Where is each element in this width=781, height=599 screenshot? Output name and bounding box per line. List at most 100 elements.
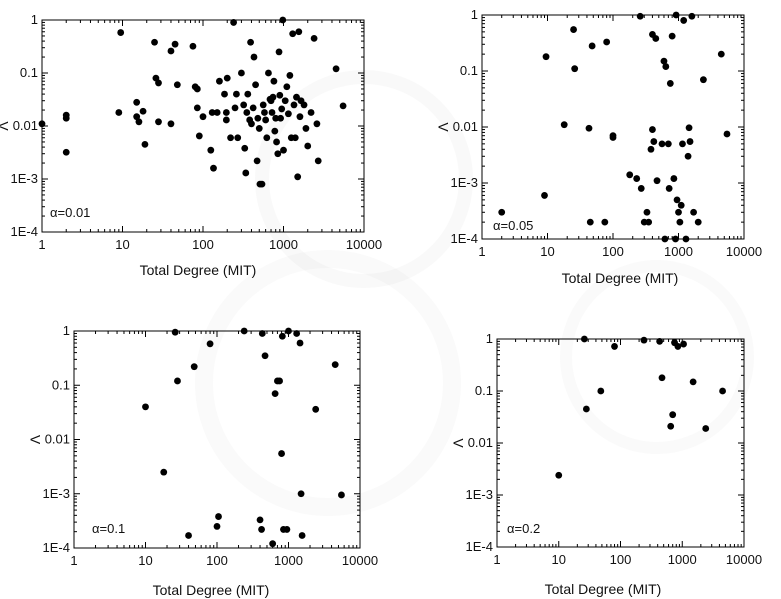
scatter-point — [275, 48, 283, 56]
scatter-point — [289, 30, 297, 38]
x-tick-label: 10 — [138, 553, 152, 568]
y-tick-label: 1E-3 — [43, 486, 70, 501]
scatter-point — [717, 50, 725, 58]
scatter-point — [626, 171, 634, 179]
scatter-point — [221, 90, 228, 98]
x-tick-label: 1000 — [274, 553, 303, 568]
y-tick-label: 1E-3 — [451, 175, 478, 190]
scatter-point — [285, 327, 292, 335]
scatter-point — [295, 28, 303, 36]
scatter-point — [555, 471, 563, 479]
y-tick-label: 1E-4 — [466, 539, 493, 554]
scatter-point — [272, 114, 280, 122]
scatter-point — [133, 98, 141, 106]
scatter-point — [252, 81, 259, 89]
scatter-point — [658, 374, 666, 382]
scatter-point — [667, 422, 675, 430]
scatter-point — [658, 140, 666, 148]
scatter-point — [281, 97, 289, 105]
scatter-point — [702, 425, 710, 432]
scatter-point — [261, 352, 269, 360]
scatter-point — [238, 69, 245, 77]
x-tick-label: 10000 — [726, 552, 762, 567]
scatter-point — [280, 146, 287, 154]
scatter-point — [223, 74, 231, 82]
scatter-point — [680, 340, 687, 348]
scatter-point — [665, 185, 673, 192]
y-tick-label: 0.01 — [45, 432, 70, 447]
plot-frame — [496, 338, 745, 548]
y-tick-label: 1 — [471, 7, 478, 22]
x-tick-label: 1 — [38, 237, 45, 252]
y-tick-label: 1E-4 — [11, 224, 38, 239]
x-axis-label: Total Degree (MIT) — [545, 581, 662, 597]
scatter-point — [230, 19, 238, 26]
scatter-point — [588, 42, 596, 50]
x-tick-label: 100 — [206, 553, 228, 568]
scatter-point — [210, 164, 217, 172]
y-tick-label: 0.01 — [453, 119, 478, 134]
x-axis-label: Total Degree (MIT) — [140, 262, 257, 278]
x-tick-label: 100 — [192, 237, 214, 252]
scatter-point — [339, 102, 347, 110]
scatter-point — [253, 157, 261, 165]
scatter-point — [286, 72, 294, 79]
scatter-point — [167, 120, 175, 128]
scatter-point — [656, 337, 664, 345]
y-tick-label: 0.1 — [52, 377, 70, 392]
scatter-point — [244, 90, 252, 98]
y-axis-label: Λ — [435, 122, 451, 132]
scatter-point — [611, 343, 618, 350]
y-axis-label: Λ — [450, 438, 466, 448]
scatter-point — [258, 526, 265, 533]
scatter-point — [254, 114, 262, 122]
scatter-point — [719, 387, 726, 395]
scatter-point — [248, 120, 255, 128]
scatter-point — [676, 218, 684, 226]
scatter-point — [637, 185, 645, 192]
scatter-point — [38, 120, 46, 128]
scatter-point — [331, 361, 339, 369]
scatter-point — [273, 138, 280, 146]
y-tick-label: 1 — [63, 323, 70, 338]
scatter-point — [258, 180, 266, 188]
scatter-point — [231, 104, 239, 112]
scatter-point — [274, 150, 282, 158]
scatter-point — [603, 38, 611, 46]
scatter-point — [723, 130, 731, 138]
x-tick-label: 10 — [115, 237, 129, 252]
scatter-point — [291, 134, 299, 142]
y-tick-label: 1 — [31, 12, 38, 27]
scatter-point — [171, 328, 179, 336]
scatter-point — [304, 142, 312, 150]
scatter-point — [213, 523, 221, 530]
scatter-point — [171, 40, 179, 48]
scatter-point — [653, 177, 661, 185]
scatter-point — [268, 109, 276, 116]
x-tick-label: 1 — [478, 244, 485, 259]
scatter-point — [314, 157, 322, 165]
scatter-point — [560, 121, 568, 129]
scatter-point — [682, 235, 690, 243]
scatter-point — [585, 124, 593, 132]
alpha-annotation: α=0.01 — [50, 205, 90, 220]
scatter-point — [601, 218, 609, 226]
scatter-point — [300, 101, 308, 109]
scatter-point — [174, 377, 181, 385]
scatter-point — [133, 113, 141, 121]
scatter-point — [258, 330, 266, 337]
y-tick-label: 0.01 — [468, 435, 493, 450]
scatter-point — [541, 192, 548, 199]
y-tick-label: 0.01 — [13, 118, 38, 133]
scatter-point — [700, 76, 707, 84]
scatter-point — [636, 12, 644, 20]
y-tick-label: 1 — [486, 331, 493, 346]
scatter-point — [672, 11, 680, 19]
scatter-point — [222, 109, 230, 116]
scatter-point — [660, 57, 668, 65]
scatter-point — [278, 105, 286, 113]
scatter-point — [290, 101, 298, 109]
scatter-point — [332, 65, 340, 73]
scatter-point — [117, 29, 125, 36]
scatter-point — [652, 35, 660, 42]
